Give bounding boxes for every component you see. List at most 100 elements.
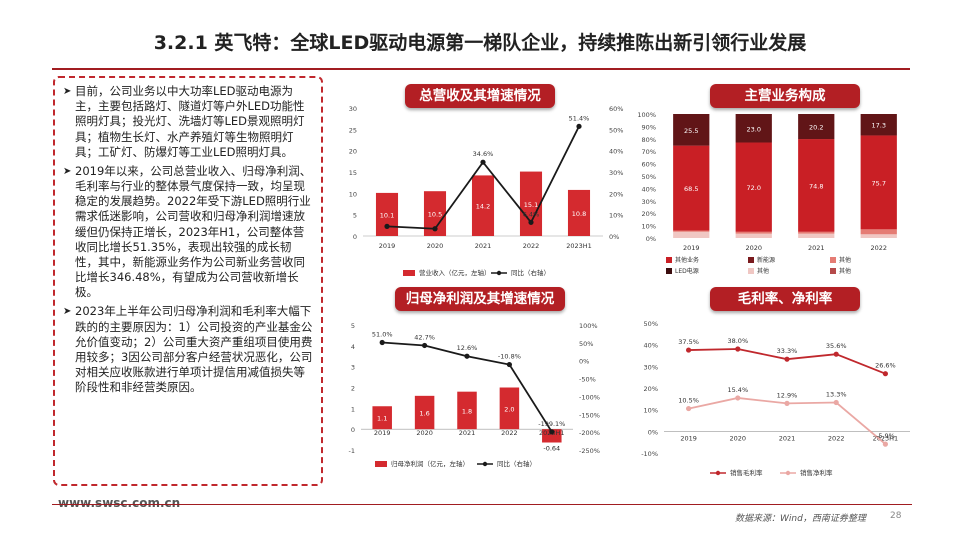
segment-data-label: 72.0 (747, 184, 761, 192)
bar-data-label: 10.5 (428, 211, 442, 219)
stacked-segment (860, 114, 897, 136)
stacked-segment (798, 114, 835, 140)
line-point (686, 405, 692, 412)
y-axis-tick-label: 30% (644, 363, 658, 371)
composition-chart: 主营业务构成 0% 10% 20% 30% 40% 50% 60% 70% 80% 90% 100%… (630, 78, 920, 288)
line-point (784, 400, 790, 406)
legend-label: 归母净利润（亿元，左轴） (391, 459, 469, 468)
x-tick-label: 2020 (745, 244, 762, 252)
x-tick-label: 2019 (379, 242, 396, 250)
y-axis-tick-label: 80% (642, 136, 656, 144)
right-axis-tick-label: 50% (609, 126, 623, 134)
line-point (384, 223, 390, 229)
y-axis-tick-label: 40% (642, 185, 656, 193)
bullet-1: ➤ 目前，公司业务以中大功率LED驱动电源为主，主要包括路灯、隧道灯等户外LED… (63, 84, 313, 160)
y-axis-tick-label: 0% (648, 428, 658, 436)
y-axis-tick-label: 20% (644, 385, 658, 393)
stacked-segment (860, 135, 897, 230)
left-axis-tick-label: 2 (351, 385, 355, 393)
stacked-segment (860, 229, 897, 235)
legend-label: 营业收入（亿元，左轴） (419, 268, 491, 277)
bar-data-label: 15.1 (524, 201, 538, 209)
right-axis-tick-label: 0% (609, 233, 619, 241)
bar-data-label: 1.8 (462, 407, 472, 415)
line-point (833, 351, 839, 357)
text-panel: ➤ 目前，公司业务以中大功率LED驱动电源为主，主要包括路灯、隧道灯等户外LED… (53, 76, 323, 486)
footer-rule (52, 504, 912, 505)
y-axis-tick-label: 100% (637, 111, 656, 119)
line-data-label: 6.4% (523, 210, 540, 218)
legend-swatch (748, 268, 754, 274)
x-tick-label: 2020 (416, 429, 433, 437)
bar-data-label: 2.0 (504, 405, 514, 413)
bar (375, 192, 399, 236)
bar-data-label: 1.1 (377, 415, 387, 423)
bullet-arrow-icon: ➤ (63, 306, 72, 318)
y-axis-tick-label: -10% (641, 450, 658, 458)
x-tick-label: 2019 (374, 429, 391, 437)
x-tick-label: 2020 (730, 434, 747, 442)
legend-swatch (830, 268, 836, 274)
stacked-segment (735, 114, 772, 143)
line-point (432, 226, 438, 232)
x-tick-label: 2022 (523, 242, 540, 250)
legend-label: 同比（右轴） (511, 268, 550, 277)
bar (542, 429, 562, 443)
page-number: 28 (890, 511, 902, 521)
y-axis-tick-label: 70% (642, 148, 656, 156)
line-point (528, 219, 534, 225)
x-tick-label: 2019 (683, 244, 700, 252)
segment-data-label: 68.5 (684, 185, 698, 193)
left-axis-tick-label: 30 (349, 105, 357, 113)
left-axis-tick-label: 20 (349, 148, 357, 156)
right-axis-tick-label: -150% (579, 411, 600, 419)
stacked-segment (735, 231, 772, 234)
line-point (506, 361, 512, 368)
legend-label: 其他 (839, 267, 851, 275)
line-data-label: -199.1% (538, 420, 565, 428)
line-data-label: -5.9% (876, 432, 895, 440)
line-data-label: 15.4% (727, 386, 748, 394)
left-axis-tick-label: 0 (353, 233, 357, 241)
right-axis-tick-label: -100% (579, 393, 600, 401)
stacked-segment (673, 230, 710, 232)
bar-data-label: 10.8 (572, 210, 586, 218)
stacked-segment (673, 114, 710, 146)
segment-data-label: 75.7 (872, 179, 886, 187)
line-data-label: 42.7% (414, 333, 435, 341)
line-data-label: 33.3% (777, 347, 798, 355)
left-axis-tick-label: 10 (349, 190, 357, 198)
line-point (833, 399, 839, 406)
right-axis-tick-label: 100% (579, 322, 598, 330)
bar-data-label: -0.64 (543, 445, 560, 453)
line-data-label: -10.8% (498, 353, 521, 361)
segment-data-label: 25.5 (684, 127, 698, 135)
line-data-label: 35.6% (826, 342, 847, 350)
y-axis-tick-label: 0% (646, 235, 656, 243)
left-axis-tick-label: 15 (349, 169, 357, 177)
legend-label: 其他业务 (675, 256, 699, 264)
x-tick-label: 2021 (779, 434, 796, 442)
legend-label: LED电源 (675, 267, 699, 275)
right-axis-tick-label: 60% (609, 105, 623, 113)
chart-title: 归母净利润及其增速情况 (395, 287, 565, 311)
right-axis-tick-label: 20% (609, 190, 623, 198)
y-axis-tick-label: 20% (642, 210, 656, 218)
bullet-arrow-icon: ➤ (63, 86, 72, 97)
legend-label: 销售毛利率 (730, 468, 763, 477)
right-axis-tick-label: 30% (609, 169, 623, 177)
legend-label: 销售净利率 (800, 468, 833, 477)
left-axis-tick-label: 4 (351, 343, 355, 351)
y-axis-tick-label: 30% (642, 198, 656, 206)
left-axis-tick-label: 5 (351, 322, 355, 330)
title-rule (52, 68, 910, 70)
segment-data-label: 20.2 (809, 124, 823, 132)
legend-label: 同比（右轴） (497, 459, 536, 468)
left-axis-tick-label: 25 (349, 126, 357, 134)
legend-swatch-point (482, 461, 488, 467)
right-axis-tick-label: 10% (609, 212, 623, 220)
segment-data-label: 74.8 (809, 182, 823, 190)
legend-label: 其他 (757, 267, 769, 275)
line-point (422, 342, 428, 349)
legend-swatch-point (785, 470, 791, 476)
